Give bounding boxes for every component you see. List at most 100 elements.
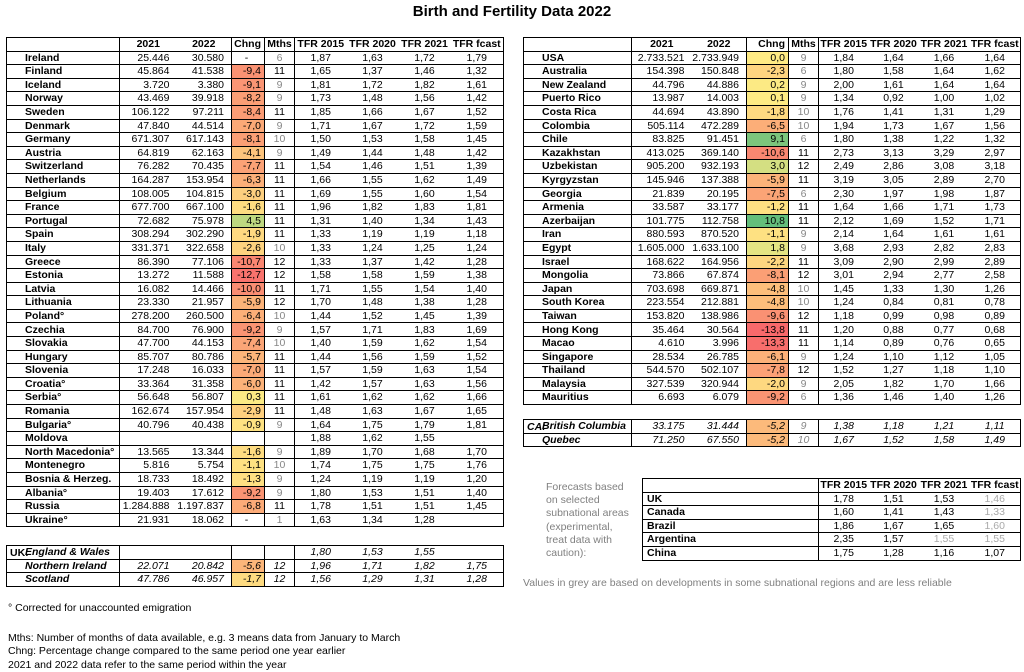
chng-cell: -7,4 xyxy=(231,336,265,351)
column-header: TFR 2015 xyxy=(818,37,869,52)
tfr-2015-cell: 1,80 xyxy=(294,485,347,501)
births-2021-cell: 43.469 xyxy=(119,91,177,106)
births-2021-cell: 85.707 xyxy=(119,349,177,365)
chng-cell: -9,2 xyxy=(231,485,265,501)
table-row: Malaysia 327.539 320.944 -2,0 9 2,05 1,82 1,70 1… xyxy=(523,376,1021,392)
births-2021-cell: 13.987 xyxy=(631,91,692,106)
country-name: Colombia xyxy=(542,119,590,132)
tfr-2021-cell: 1,19 xyxy=(398,472,451,487)
country-cell: Spain xyxy=(6,227,120,242)
tfr-2021-cell: 1,62 xyxy=(398,172,451,188)
country-name: Sweden xyxy=(25,106,65,119)
tfr-fcast-cell: 1,55 xyxy=(969,532,1021,547)
tfr-fcast-cell: 1,40 xyxy=(450,485,504,501)
tfr-2020-cell: 1,64 xyxy=(868,50,919,66)
chng-cell: -6,1 xyxy=(746,349,789,365)
tfr-fcast-cell: 1,52 xyxy=(450,104,504,120)
births-2021-cell: 154.398 xyxy=(631,64,692,79)
tfr-2015-cell: 1,33 xyxy=(294,254,347,270)
births-2021-cell: 33.587 xyxy=(631,200,692,215)
country-cell: China xyxy=(642,545,819,561)
chng-cell: 0,0 xyxy=(746,50,789,66)
tfr-2021-cell: 1,38 xyxy=(398,295,451,310)
chng-cell: -2,0 xyxy=(746,376,789,392)
tfr-2021-cell: 1,70 xyxy=(918,376,970,392)
tfr-2021-cell: 1,61 xyxy=(918,227,970,242)
tfr-2021-cell: 1,67 xyxy=(398,104,451,120)
births-2022-cell: 870.520 xyxy=(691,227,747,242)
country-name: Australia xyxy=(542,65,587,78)
births-2022-cell: 472.289 xyxy=(691,118,747,134)
tfr-2015-cell: 1,66 xyxy=(294,172,347,188)
mths-cell: 11 xyxy=(264,404,295,419)
tfr-2020-cell: 1,66 xyxy=(868,200,919,215)
tfr-2020-cell: 1,52 xyxy=(346,308,399,324)
table-row: Lithuania 23.330 21.957 -5,9 12 1,70 1,48 1,38 1… xyxy=(6,295,504,310)
tfr-fcast-cell: 1,64 xyxy=(969,50,1021,66)
country-cell: Japan xyxy=(523,281,632,297)
country-cell: CA: British Columbia xyxy=(523,419,632,434)
chng-cell: -6,0 xyxy=(231,376,265,392)
chng-cell: -7,8 xyxy=(746,363,789,378)
country-cell: Puerto Rico xyxy=(523,91,632,106)
chng-cell: -1,7 xyxy=(231,572,265,587)
tfr-2015-cell: 1,33 xyxy=(294,227,347,242)
tfr-2021-cell: 1,51 xyxy=(398,485,451,501)
births-2021-cell: 880.593 xyxy=(631,227,692,242)
tfr-2021-cell: 1,63 xyxy=(398,363,451,378)
births-2021-cell: 86.390 xyxy=(119,254,177,270)
births-2022-cell: 30.564 xyxy=(691,322,747,338)
country-name: Lithuania xyxy=(25,296,72,309)
mths-cell: 9 xyxy=(264,322,295,338)
tfr-2021-cell: 1,55 xyxy=(918,532,970,547)
column-header: Chng xyxy=(231,37,265,52)
births-2021-cell: 1.284.888 xyxy=(119,499,177,514)
tfr-2020-cell: 3,13 xyxy=(868,145,919,161)
mths-cell: 9 xyxy=(264,91,295,106)
table-row: Taiwan 153.820 138.986 -9,6 12 1,18 0,99 0,98 0,… xyxy=(523,308,1021,324)
tfr-2020-cell: 0,99 xyxy=(868,308,919,324)
tfr-2021-cell: 0,77 xyxy=(918,322,970,338)
column-header: TFR 2021 xyxy=(398,37,451,52)
country-cell: Croatia° xyxy=(6,376,120,392)
chng-cell: - xyxy=(231,512,265,528)
chng-cell: -5,6 xyxy=(231,558,265,574)
table-row: Portugal 72.682 75.978 4,5 11 1,31 1,40 1,34 1,4… xyxy=(6,213,504,229)
tfr-2021-cell: 1,16 xyxy=(918,545,970,561)
country-name: Denmark xyxy=(25,119,70,132)
chng-cell: -4,1 xyxy=(231,145,265,161)
tfr-2015-cell: 1,64 xyxy=(294,417,347,433)
chng-cell: - xyxy=(231,50,265,66)
chng-cell: -1,1 xyxy=(746,227,789,242)
tfr-fcast-cell: 2,58 xyxy=(969,268,1021,283)
tfr-fcast-cell: 1,02 xyxy=(969,91,1021,106)
mths-cell: 9 xyxy=(788,376,819,392)
tfr-2020-cell: 1,18 xyxy=(868,419,919,434)
tfr-2015-cell: 3,68 xyxy=(818,240,869,256)
column-header: TFR fcast xyxy=(969,37,1021,52)
tfr-2020-cell: 1,38 xyxy=(868,132,919,147)
column-header: TFR 2021 xyxy=(918,478,970,493)
tfr-2020-cell: 1,53 xyxy=(346,545,399,560)
births-2021-cell: 6.693 xyxy=(631,390,692,406)
chng-cell: -7,0 xyxy=(231,363,265,378)
table-row: Belgium 108.005 104.815 -3,0 11 1,69 1,55 1,60 1… xyxy=(6,186,504,202)
tfr-2020-cell: 1,51 xyxy=(346,499,399,514)
births-2021-cell: 83.825 xyxy=(631,132,692,147)
births-2021-cell xyxy=(119,431,177,446)
country-name: Georgia xyxy=(542,187,582,200)
country-cell: Scotland xyxy=(6,572,120,587)
country-cell: Uzbekistan xyxy=(523,159,632,174)
tfr-fcast-cell: 1,20 xyxy=(450,472,504,487)
tfr-fcast-cell: 1,28 xyxy=(450,254,504,270)
table-row: Ukraine° 21.931 18.062-1 1,63 1,34 1,28 xyxy=(6,512,504,528)
country-cell: Iran xyxy=(523,227,632,242)
births-2021-cell: 162.674 xyxy=(119,404,177,419)
tfr-fcast-cell: 1,40 xyxy=(450,281,504,297)
tfr-2015-cell: 2,73 xyxy=(818,145,869,161)
births-2021-cell: 19.403 xyxy=(119,485,177,501)
tfr-2021-cell: 1,67 xyxy=(398,404,451,419)
tfr-2015-cell: 1,56 xyxy=(294,572,347,587)
country-name: Slovenia xyxy=(25,364,69,377)
births-2022-cell: 31.444 xyxy=(691,419,747,434)
